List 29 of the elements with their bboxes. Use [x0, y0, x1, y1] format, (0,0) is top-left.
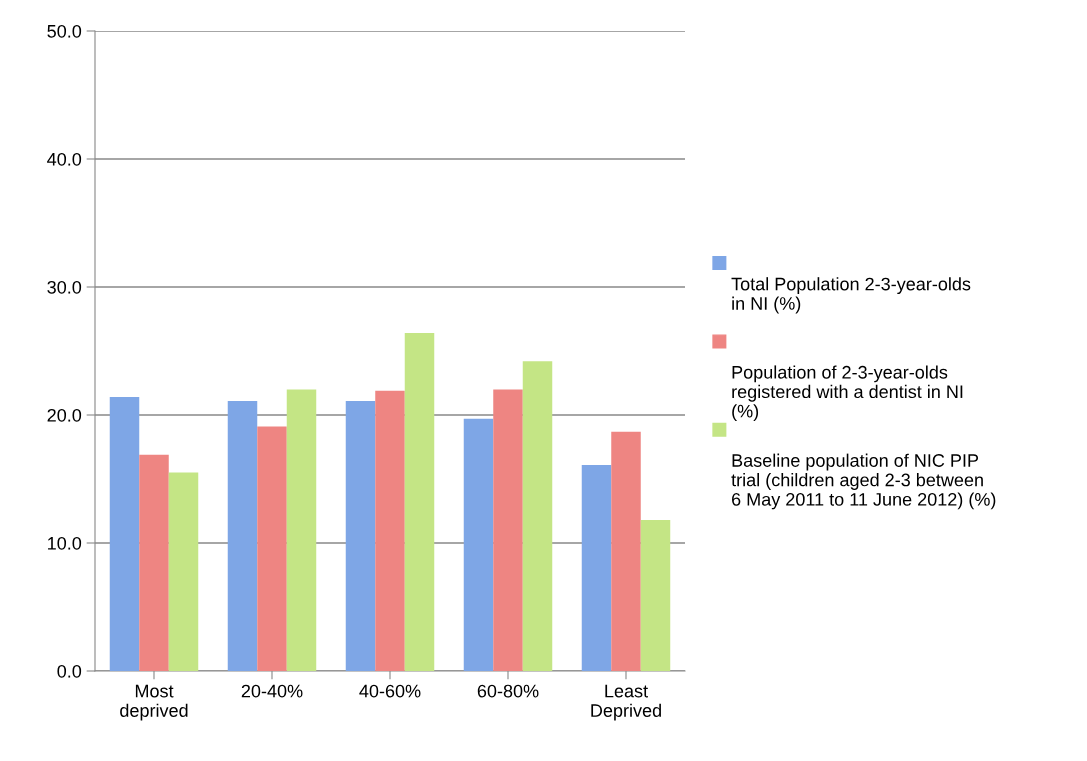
x-tick-label: Most deprived: [120, 684, 188, 721]
legend-label: Population of 2-3-year-olds registered with a dentist in NI (%): [732, 365, 963, 422]
x-tick-label: 20-40%: [241, 684, 303, 698]
x-tick-label: 60-80%: [477, 684, 539, 698]
legend-label: Total Population 2-3-year-olds in NI (%): [731, 277, 971, 314]
y-tick-label: 10.0: [48, 536, 82, 550]
bar: [581, 464, 612, 671]
bar: [257, 426, 287, 671]
bar: [375, 390, 405, 671]
y-tick-label: 50.0: [47, 24, 82, 38]
bar: [345, 400, 376, 671]
bar: [640, 519, 671, 671]
y-tick-label: 30.0: [47, 280, 82, 294]
bar: [611, 431, 641, 671]
bar: [493, 389, 523, 671]
legend-label: Baseline population of NIC PIP trial (children aged 2-3 between 6 May 2011 to 11 June 2012) (%): [731, 453, 996, 510]
y-tick-label: 0.0: [57, 664, 82, 678]
bar: [227, 400, 258, 671]
bar: [404, 333, 435, 671]
bar: [139, 454, 169, 671]
bar: [463, 418, 494, 671]
x-tick-label: 40-60%: [359, 684, 421, 698]
y-tick-label: 40.0: [47, 152, 82, 166]
bar: [168, 472, 199, 671]
bar: [109, 397, 140, 671]
bar: [286, 389, 317, 671]
x-tick-label: Least Deprived: [591, 684, 661, 721]
y-tick-label: 20.0: [47, 408, 82, 422]
bar: [522, 361, 553, 671]
